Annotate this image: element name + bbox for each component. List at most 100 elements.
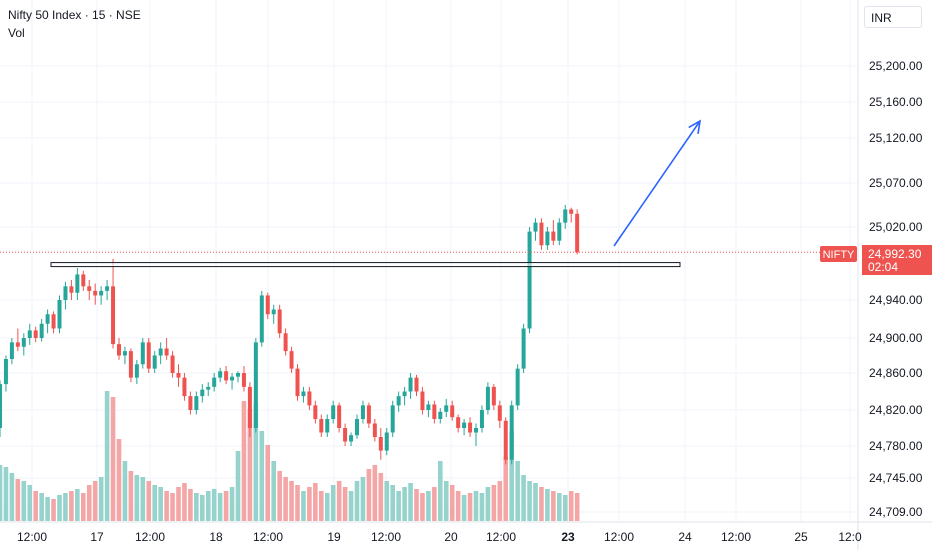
candle-body: [283, 333, 288, 352]
volume-bar: [86, 485, 92, 521]
time-tick-label: 23: [561, 530, 575, 544]
candle-body: [372, 423, 377, 437]
trend-arrow-shaft[interactable]: [613, 120, 701, 247]
volume-bar: [408, 483, 413, 521]
candle-body: [349, 435, 354, 442]
candle-body: [212, 377, 217, 387]
time-axis[interactable]: 12:00 17 12:00 18 12:00 19 12:00 20 12:00 23 12:00…: [17, 530, 862, 544]
volume-bar: [574, 493, 580, 521]
volume-bar: [545, 489, 550, 521]
candle-body: [182, 377, 187, 397]
volume-bar: [205, 491, 211, 521]
candle-body: [247, 386, 252, 428]
time-tick-label: 24: [678, 530, 692, 544]
time-tick-label: 25: [794, 530, 808, 544]
candle-body: [337, 405, 342, 428]
candle-body: [230, 376, 235, 381]
candle-body: [390, 405, 395, 433]
volume-bar: [27, 485, 33, 521]
volume-bar: [348, 491, 354, 521]
time-tick-label: 18: [209, 530, 223, 544]
volume-bar: [98, 477, 104, 521]
volume-legend[interactable]: Vol: [8, 26, 25, 40]
volume-bar: [188, 489, 193, 521]
candle-body: [39, 323, 44, 338]
volume-bar: [45, 497, 50, 521]
chart-title[interactable]: Nifty 50 Index · 15 · NSE: [8, 8, 141, 22]
volume-bar: [301, 491, 306, 521]
candle-body: [140, 342, 145, 365]
volume-bar: [390, 485, 395, 521]
candle-body: [355, 419, 359, 436]
volume-bar: [146, 481, 152, 521]
volume-bar: [295, 485, 300, 521]
volume-bar: [307, 487, 312, 521]
time-tick-label: 12:00: [604, 530, 634, 544]
trend-arrow-head[interactable]: [688, 119, 702, 134]
candle-body: [188, 396, 193, 410]
volume-bar: [158, 487, 163, 521]
candle-body: [420, 391, 425, 410]
volume-bar: [0, 465, 3, 521]
candle-body: [533, 222, 538, 232]
candle-body: [408, 377, 413, 392]
volume-bar: [342, 487, 348, 521]
candle-body: [277, 309, 282, 334]
volume-bar: [426, 491, 431, 521]
volume-bar: [527, 481, 532, 521]
candle-body: [515, 368, 520, 406]
candle-body: [456, 417, 461, 428]
candle-body: [479, 410, 484, 428]
candle-body: [146, 342, 151, 369]
price-tick-label: 24,745.00: [869, 471, 923, 485]
candle-body: [271, 309, 276, 315]
volume-bar: [509, 431, 514, 521]
volume-bar: [247, 409, 253, 521]
volume-bar: [176, 487, 181, 521]
candle-body: [176, 373, 181, 378]
volume-bar: [116, 439, 122, 521]
volume-bar: [128, 471, 134, 521]
price-badge-value: 24,992.30: [868, 247, 922, 261]
volume-bar: [200, 495, 205, 521]
candles: [0, 205, 580, 465]
volume-bar: [253, 403, 259, 521]
volume-bar: [455, 491, 461, 521]
candle-body: [325, 419, 330, 433]
volume-bar: [378, 473, 384, 521]
volume-bar: [140, 477, 146, 521]
volume-bar: [15, 479, 21, 521]
volume-bar: [443, 481, 449, 521]
volume-bar: [396, 491, 401, 521]
candle-body: [99, 290, 104, 296]
volume-bar: [259, 431, 265, 521]
volume-bar: [354, 481, 360, 521]
candle-body: [551, 231, 556, 241]
candle-body: [0, 384, 2, 428]
volume-bar: [57, 495, 62, 521]
candle-body: [438, 411, 443, 419]
volume-bar: [473, 491, 479, 521]
candle-body: [485, 386, 490, 410]
volume-bar: [461, 495, 467, 521]
price-tick-label: 25,200.00: [869, 59, 923, 73]
candle-body: [218, 371, 223, 378]
candle-body: [111, 286, 116, 345]
candle-body: [491, 386, 496, 406]
price-tick-label: 25,160.00: [869, 95, 923, 109]
drawings[interactable]: [0, 119, 858, 268]
volume-bar: [414, 489, 419, 521]
support-rectangle[interactable]: [50, 262, 681, 268]
time-tick-label: 12:00: [486, 530, 516, 544]
time-tick-label: 12:00: [371, 530, 401, 544]
candle-body: [45, 314, 50, 324]
volume-bar: [568, 491, 574, 521]
candle-body: [265, 295, 270, 315]
time-tick-label: 12:0: [838, 530, 862, 544]
candle-body: [402, 391, 407, 397]
currency-label[interactable]: INR: [864, 6, 922, 28]
price-axis[interactable]: 25,200.00 25,160.00 25,120.00 25,070.00 25,0…: [869, 59, 923, 519]
candle-body: [319, 419, 324, 433]
candle-body: [15, 342, 20, 347]
